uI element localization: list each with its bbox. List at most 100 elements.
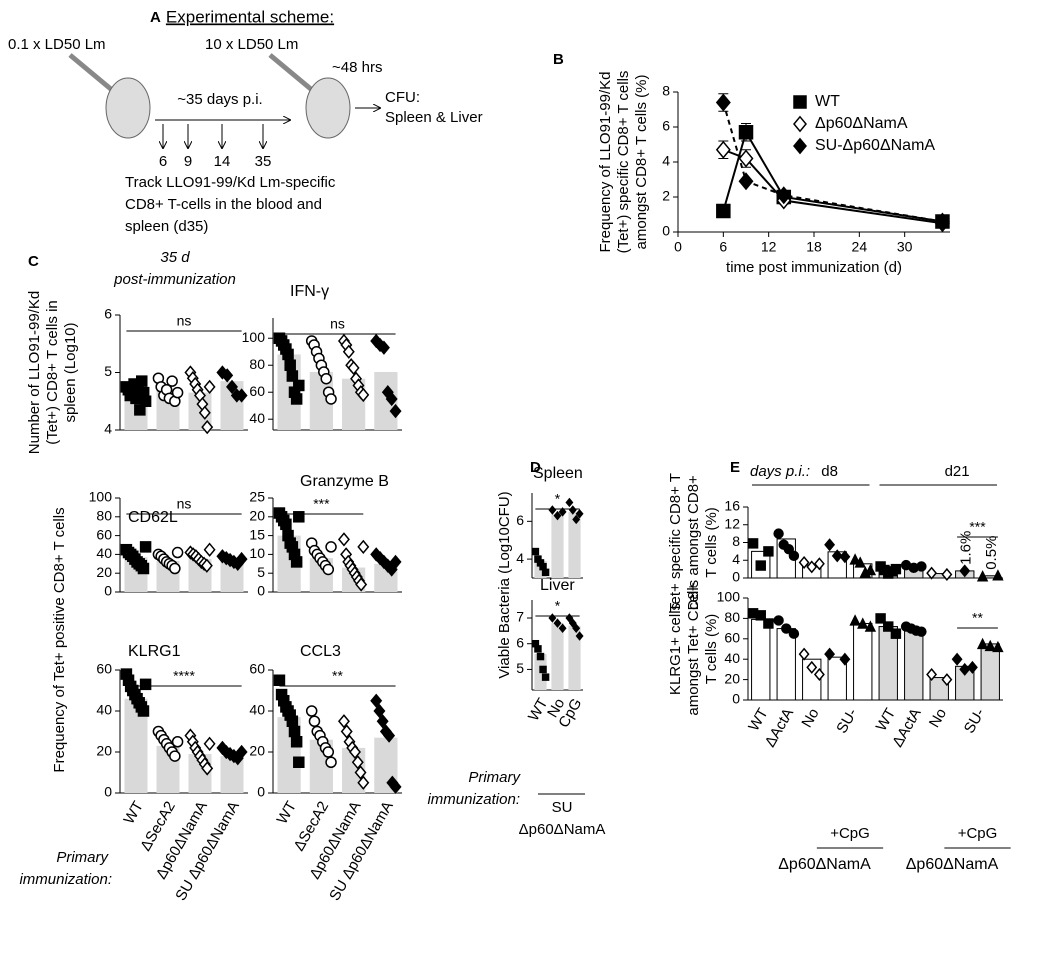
y-tick-label: 0: [257, 583, 265, 599]
marker: [389, 779, 402, 795]
period-label: d8: [821, 463, 838, 480]
marker: [293, 756, 305, 768]
scheme: A Experimental scheme: 0.1 x LD50 Lm 10 …: [8, 7, 483, 234]
bar: [124, 698, 148, 793]
marker: [171, 736, 184, 748]
group-label: +CpG: [830, 825, 870, 842]
marker: [169, 562, 181, 575]
bar: [309, 371, 333, 430]
marker: [322, 746, 335, 758]
x-tick-label: SU-: [833, 705, 861, 736]
y-axis-title: Viable Bacteria (Log10CFU): [496, 491, 513, 678]
scheme-title: Experimental scheme:: [166, 7, 334, 26]
marker: [139, 395, 152, 407]
significance-label: ***: [969, 519, 986, 535]
y-tick-label: 12: [724, 515, 740, 531]
y-tick-label: 60: [724, 630, 740, 646]
y-tick-label: 0: [257, 784, 265, 800]
y-tick-label: 20: [96, 564, 112, 580]
y-tick-label: 10: [249, 545, 265, 561]
marker: [788, 550, 800, 562]
y-tick-label: 2: [662, 188, 670, 204]
marker: [357, 539, 370, 555]
marker: [916, 561, 927, 572]
marker: [941, 567, 953, 581]
marker: [783, 543, 795, 555]
marker: [377, 340, 390, 355]
x-axis-title: Primary: [468, 769, 521, 786]
marker: [992, 640, 1004, 653]
x-tick-label: WT: [274, 798, 300, 827]
marker: [198, 405, 211, 420]
marker: [806, 560, 818, 574]
panel-label: A: [150, 9, 161, 26]
chart-title: Liver: [540, 577, 575, 594]
marker: [357, 387, 370, 403]
marker: [890, 628, 902, 639]
marker: [715, 140, 731, 159]
marker: [715, 93, 731, 112]
x-axis-title: Primary: [56, 849, 109, 866]
marker: [322, 563, 335, 576]
marker: [373, 703, 386, 719]
marker: [201, 761, 214, 776]
bar: [751, 618, 771, 701]
wait-label: ~48 hrs: [332, 59, 382, 76]
chart-title: Granzyme B: [300, 473, 389, 490]
marker: [376, 714, 389, 729]
marker: [221, 368, 234, 383]
significance-label: ****: [173, 668, 195, 684]
dose-label: 0.1 x LD50 Lm: [8, 36, 106, 53]
x-tick-label: 0: [674, 239, 682, 255]
y-tick-label: 0: [662, 223, 670, 239]
marker: [548, 505, 557, 515]
marker: [282, 348, 294, 361]
x-tick-label: 6: [719, 239, 727, 255]
day-label: 35: [255, 153, 272, 170]
marker: [293, 511, 305, 523]
marker: [235, 388, 248, 403]
marker: [849, 553, 861, 565]
marker: [347, 360, 360, 376]
marker: [575, 509, 584, 519]
marker: [854, 556, 866, 568]
marker: [934, 212, 950, 231]
dose-label: 10 x LD50 Lm: [205, 36, 298, 53]
x-axis-title: immunization:: [19, 871, 112, 888]
marker: [875, 613, 886, 624]
syringe: [268, 53, 320, 97]
y-tick-label: 16: [724, 498, 740, 514]
marker: [959, 564, 971, 578]
bar: [980, 643, 1000, 701]
marker: [286, 370, 299, 382]
significance-label: ***: [313, 496, 330, 512]
x-tick-label: No: [798, 705, 822, 730]
y-tick-label: 4: [732, 551, 740, 567]
marker: [357, 775, 370, 790]
marker: [572, 514, 581, 525]
marker: [738, 125, 754, 140]
marker: [203, 542, 216, 557]
marker: [389, 554, 402, 570]
marker: [290, 393, 303, 405]
marker: [558, 507, 567, 517]
marker: [773, 615, 784, 626]
group-label: +CpG: [958, 825, 998, 842]
group-label: Δp60ΔNamA: [778, 856, 871, 873]
x-tick-label: 18: [806, 239, 822, 255]
significance-label: ns: [177, 313, 192, 329]
marker: [342, 344, 355, 359]
marker: [890, 563, 902, 575]
y-axis-title: T cells (%): [703, 614, 720, 685]
marker: [565, 497, 574, 508]
y-tick-label: 80: [96, 508, 112, 524]
marker: [565, 613, 574, 623]
bar: [929, 677, 949, 701]
marker: [273, 674, 286, 686]
significance-label: *: [555, 491, 561, 507]
marker: [354, 765, 367, 780]
y-tick-label: 6: [104, 306, 112, 322]
marker: [139, 678, 152, 691]
readout: Spleen & Liver: [385, 109, 483, 126]
